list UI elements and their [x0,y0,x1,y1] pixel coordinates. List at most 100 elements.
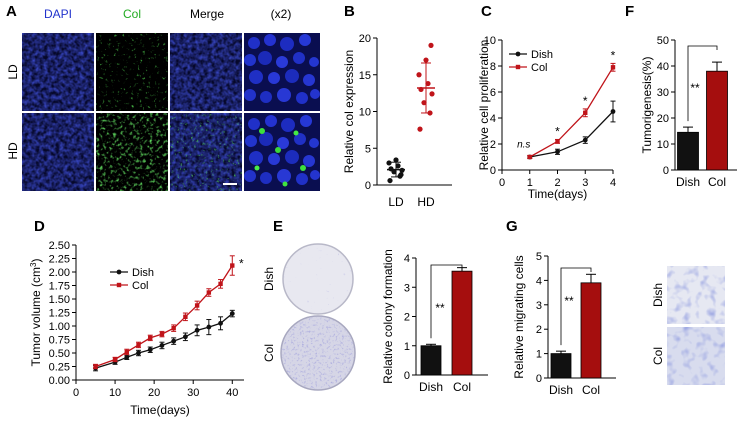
panel-e-letter: E [273,218,283,235]
y-axis-label: Tumor volume (cm3) [29,258,43,366]
y-tick-label: 1 [536,349,542,361]
y-tick-label: 1.75 [49,281,70,293]
y-axis-label-text: Relative migrating cells [512,255,526,378]
y-tick-label: 2 [490,139,496,151]
y-tick-label: 20 [657,113,669,125]
bar [706,70,728,171]
data-point [423,57,429,63]
data-point [421,100,427,106]
y-axis-label: Relative colony formation [381,249,395,384]
data-point [218,320,223,326]
x-tick-label: Dish [419,380,443,394]
y-tick-label: 8 [490,61,496,73]
image-label-dish: Dish [651,283,665,307]
x-tick-label: Col [582,383,600,397]
col-stain-texture [96,113,168,191]
significance-label: n.s [517,140,530,151]
data-point [395,163,401,169]
y-axis-label-text: Tumor volume (cm [29,267,43,367]
y-tick-label: 3 [404,282,410,294]
significance-bracket [687,45,718,122]
data-point [610,65,616,70]
legend-swatch-marker [116,282,122,288]
data-point [527,154,532,160]
panel-a: A DAPI Col Merge (x2) LD HD [6,3,320,191]
chart-e: 0 1 2 3 4 Relative colony formation Dish Col ** [381,249,488,394]
panel-c-letter: C [481,3,492,20]
data-point [398,172,404,178]
nuclei-texture [22,33,94,111]
data-point [230,263,235,268]
chart-d: 0.000.25 0.500.75 1.001.25 1.501.75 2.002.25… [29,240,244,417]
image-label-col: Col [651,347,665,365]
panel-d-letter: D [34,218,45,235]
y-tick-label: 40 [657,61,669,73]
y-axis-label: Relative cell proliferation [477,40,491,171]
y-tick-label: 0.50 [49,348,70,360]
legend-swatch-marker [116,269,122,275]
legend-label: Col [132,280,149,292]
x-tick-label: 2 [554,177,560,189]
plate-label-col: Col [262,344,276,362]
x-tick-label: 1 [527,177,533,189]
chart-g: 0 1 2 3 4 5 Relative migrating cells Dish Col ** [512,251,616,397]
data-point [148,335,153,341]
significance-bracket [430,264,463,339]
data-point [194,303,200,308]
y-tick-label: 0 [365,180,371,192]
y-tick-label: 4 [404,253,410,265]
y-tick-label: 5 [536,251,542,263]
column-label-merge: Merge [190,7,224,21]
nuclei-texture [170,33,242,111]
data-point [610,109,616,114]
plate-label-dish: Dish [262,267,276,291]
data-point [136,350,141,356]
bar [451,270,473,376]
x-tick-label: 20 [148,387,160,399]
y-axis-label-text: Tumorigenesis(%) [640,57,654,154]
scale-bar [223,183,237,185]
significance-label: * [555,124,560,138]
cell-texture [667,266,725,324]
significance-bracket [560,267,592,346]
y-tick-label: 0 [536,373,542,385]
x-tick-label: 3 [582,177,588,189]
y-tick-label: 2 [404,312,410,324]
y-axis-label: Relative migrating cells [512,255,526,378]
significance-label: ** [564,294,574,308]
y-tick-label: 4 [490,113,496,125]
cell-texture [667,327,725,385]
panel-g-letter: G [506,218,518,235]
x-tick-label: Dish [676,175,700,189]
data-point [416,72,422,78]
x-tick-label: 40 [226,387,238,399]
data-point [159,343,165,348]
x-tick-label: 30 [187,387,199,399]
x-tick-label: Col [708,175,726,189]
column-label-zoom: (x2) [271,7,292,21]
y-tick-label: 0.25 [49,362,70,374]
significance-label: * [583,94,588,108]
data-point [428,42,434,48]
y-tick-label: 6 [490,87,496,99]
data-point [182,334,188,340]
data-point [194,327,200,333]
y-tick-label: 0 [404,370,410,382]
x-tick-label: Col [453,380,471,394]
series-line [529,111,614,158]
y-tick-label: 0 [663,165,669,177]
data-point [171,325,176,331]
x-tick-label: HD [417,195,435,209]
y-tick-label: 2 [536,324,542,336]
y-tick-label: 10 [359,107,371,119]
legend-label: Dish [531,49,553,61]
x-tick-label: 0 [499,177,505,189]
legend-label: Col [531,62,548,74]
data-point [583,110,588,115]
significance-label: * [239,257,244,271]
series-line [529,66,614,158]
y-tick-label: 0 [490,165,496,177]
data-point [136,342,141,348]
